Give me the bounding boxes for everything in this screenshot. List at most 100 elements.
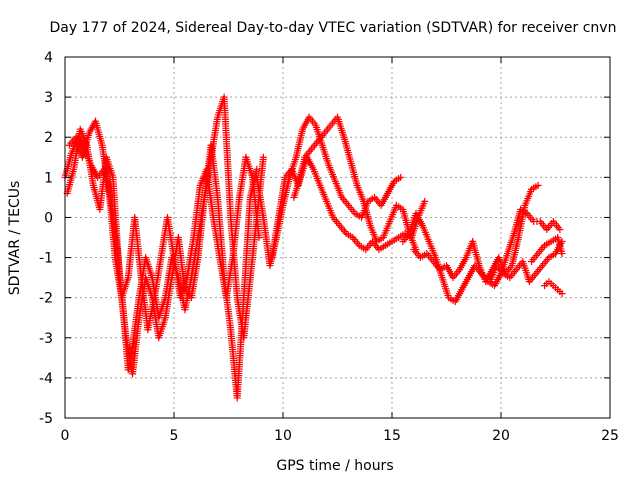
data-point [558,290,566,298]
data-trace-segment [549,235,559,244]
data-trace-segment [316,131,327,143]
data-point [558,250,566,258]
data-trace-segment [283,167,294,179]
series-satellite-track-9 [486,238,566,286]
data-trace-segment [527,272,538,284]
data-trace-segment [438,263,448,272]
data-trace-segment [98,143,112,187]
data-point [421,197,429,205]
x-tick-label: 25 [601,428,619,444]
data-trace-segment [419,224,432,243]
data-trace-segment [492,272,504,288]
data-trace-segment [354,184,367,203]
data-trace-segment [501,271,512,280]
data-trace-segment [375,235,385,244]
data-trace-segment [384,239,394,248]
data-trace-segment [503,264,514,276]
data-trace-segment [175,236,189,291]
series-satellite-track-10 [528,234,566,266]
x-axis-label: GPS time / hours [276,458,393,474]
data-trace-segment [92,119,105,147]
data-trace-segment [79,131,92,159]
data-trace-segment [508,236,522,267]
data-trace-segment [392,175,403,184]
x-tick-label: 5 [170,428,179,444]
data-trace-segment [183,288,194,300]
data-trace-segment [380,220,393,239]
data-trace-segment [243,156,256,179]
x-tick-label: 10 [274,428,292,444]
data-trace-segment [401,231,412,244]
y-tick-label: -5 [39,411,53,427]
data-trace-segment [544,219,556,231]
data-trace-segment [347,159,361,187]
data-trace-segment [144,296,158,331]
data-trace-segment [253,176,267,219]
data-trace-segment [551,219,562,231]
data-trace-segment [203,167,217,219]
data-trace-segment [431,260,442,272]
data-trace-segment [346,203,357,215]
y-tick-label: 4 [44,50,53,66]
data-trace-segment [367,224,380,243]
data-trace-segment [223,256,236,299]
data-trace-segment [547,251,557,260]
data-trace-segment [293,127,306,159]
data-trace-segment [339,195,351,207]
data-trace-segment [395,203,405,212]
data-trace-segment [334,115,347,139]
data-trace-segment [190,184,204,239]
data-trace-segment [275,176,289,219]
data-trace-segment [353,211,363,220]
data-trace-segment [249,176,263,239]
data-trace-segment [105,184,119,259]
data-trace-segment [131,216,145,279]
data-trace-segment [291,176,304,199]
data-trace-segment [357,243,368,252]
data-trace-segment [540,256,551,268]
y-tick-label: 2 [44,130,53,146]
data-trace-segment [511,208,524,235]
data-trace-segment [385,179,397,195]
data-trace-segment [425,252,436,264]
y-tick-label: -2 [39,291,53,307]
data-trace-segment [514,260,525,272]
data-trace-segment [370,240,381,252]
data-trace-segment [164,216,178,259]
x-tick-label: 15 [383,428,401,444]
data-trace-segment [452,288,465,304]
data-trace-segment [536,244,547,256]
data-trace-segment [447,295,457,304]
data-trace-segment [457,256,469,272]
data-trace-segment [451,268,462,280]
data-trace-segment [377,243,387,252]
data-trace-segment [329,115,340,127]
data-trace-segment [372,195,383,207]
data-trace-segment [220,95,235,219]
plot-frame [64,56,611,419]
data-trace-segment [322,123,333,135]
data-point [259,153,267,161]
data-trace-segment [519,207,529,216]
data-trace-segment [326,164,338,183]
data-trace-segment [411,248,423,260]
data-trace-segment [62,151,75,179]
data-trace-segment [324,200,336,219]
data-point [556,225,564,233]
data-point [253,165,261,173]
data-trace-segment [229,196,243,259]
x-tick-label: 0 [61,428,70,444]
data-trace-segment [233,296,248,400]
data-trace-segment [529,252,540,264]
data-trace-segment [507,268,519,280]
data-trace-segment [183,236,197,279]
series-satellite-track-11 [541,278,566,298]
data-trace-segment [83,143,97,187]
y-tick-label: -3 [39,331,53,347]
data-trace-segment [341,135,354,163]
y-tick-label: 1 [44,170,53,186]
data-trace-segment [240,196,254,299]
data-trace-segment [67,135,78,147]
data-trace-segment [310,168,323,187]
